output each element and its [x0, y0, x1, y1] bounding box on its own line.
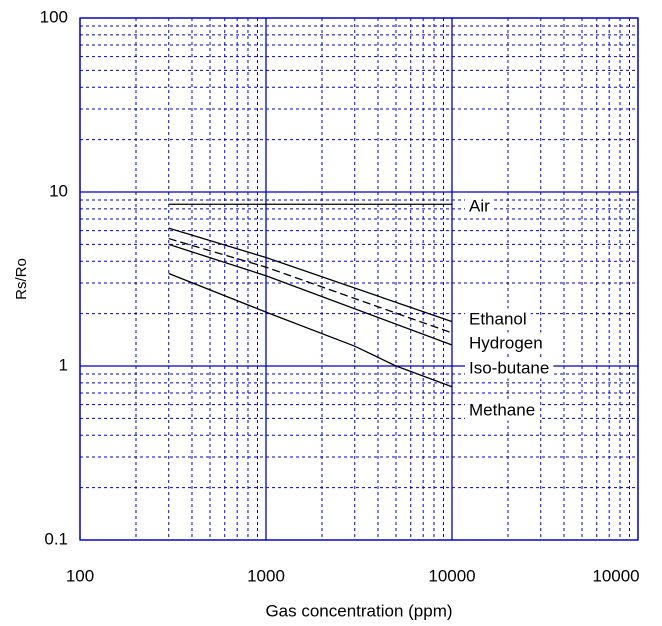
series-line	[168, 272, 453, 388]
y-tick-label: 100	[40, 7, 68, 26]
x-tick-label: 1000	[247, 566, 285, 585]
y-axis-title: Rs/Ro	[13, 258, 30, 300]
plot-frame	[79, 17, 639, 541]
y-tick-label: 1	[59, 355, 68, 374]
y-tick-label: 0.1	[44, 529, 68, 548]
series-label: Methane	[469, 400, 535, 419]
x-tick-label: 100	[66, 566, 94, 585]
x-axis-title: Gas concentration (ppm)	[265, 601, 452, 620]
series-label: Air	[469, 196, 490, 215]
x-tick-label: 10000	[428, 566, 475, 585]
series-line	[168, 237, 453, 334]
series-label: Ethanol	[469, 309, 527, 328]
series-line	[168, 227, 453, 323]
series-label-bg	[465, 195, 495, 217]
series-label-bg	[465, 332, 547, 354]
series-label-bg	[465, 308, 531, 330]
series-line	[168, 243, 453, 346]
x-tick-label: 10000	[592, 566, 639, 585]
series-label: Iso-butane	[469, 358, 549, 377]
series-label: Hydrogen	[469, 333, 543, 352]
series-label-bg	[465, 357, 554, 379]
y-tick-label: 10	[49, 181, 68, 200]
series-label-bg	[465, 399, 540, 421]
